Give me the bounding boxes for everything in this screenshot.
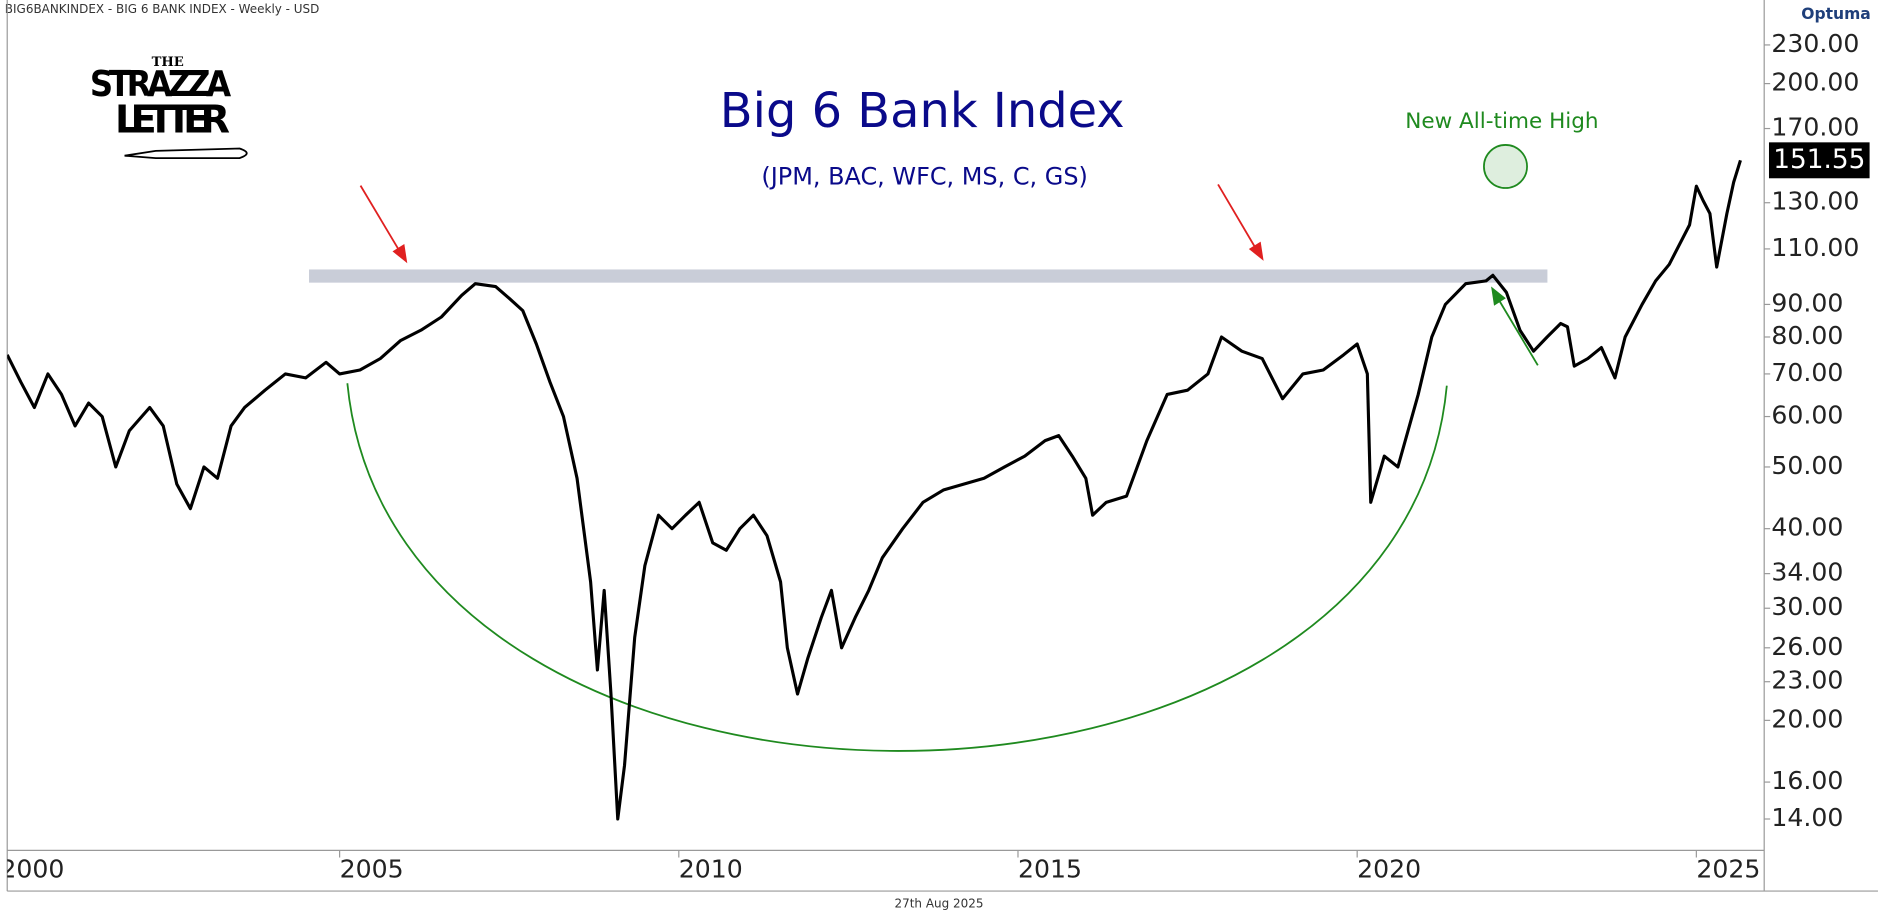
y-tick-label: 34.00	[1771, 558, 1843, 587]
x-tick-label: 2025	[1696, 855, 1760, 884]
x-tick-label: 2015	[1018, 855, 1082, 884]
x-tick-label: 2005	[340, 855, 404, 884]
last-value-label: 151.55	[1773, 145, 1865, 175]
y-tick-label: 23.00	[1771, 666, 1843, 695]
x-tick-label: 2020	[1357, 855, 1421, 884]
brand: Optuma	[1801, 5, 1871, 23]
header: BIG6BANKINDEX - BIG 6 BANK INDEX - Weekl…	[5, 2, 320, 16]
last-value-box	[1768, 142, 1870, 179]
footer-date: 27th Aug 2025	[895, 897, 984, 911]
y-tick-label: 90.00	[1771, 288, 1843, 317]
red-arrows	[359, 183, 1264, 264]
ath-circle	[1483, 144, 1528, 189]
y-tick-label: 130.00	[1771, 187, 1859, 216]
chart-title: Big 6 Bank Index	[720, 84, 1125, 139]
y-tick-label: 50.00	[1771, 451, 1843, 480]
logo: THE STRAZZA LETTER	[90, 55, 248, 159]
y-tick-label: 60.00	[1771, 401, 1843, 430]
green-arrow	[1491, 286, 1539, 366]
logo-middle: STRAZZA	[90, 64, 231, 105]
y-tick-label: 30.00	[1771, 592, 1843, 621]
y-tick-label: 80.00	[1771, 321, 1843, 350]
annotation: New All-time High	[1405, 109, 1598, 134]
y-tick-label: 40.00	[1771, 513, 1843, 542]
chart-subtitle: (JPM, BAC, WFC, MS, C, GS)	[761, 162, 1087, 190]
y-tick-label: 16.00	[1771, 766, 1843, 795]
y-tick-label: 200.00	[1771, 68, 1859, 97]
resistance-band	[309, 269, 1548, 283]
y-tick-label: 230.00	[1771, 29, 1859, 58]
y-tick-label: 26.00	[1771, 632, 1843, 661]
y-tick-label: 70.00	[1771, 358, 1843, 387]
y-tick-label: 170.00	[1771, 113, 1859, 142]
y-tick-label: 20.00	[1771, 704, 1843, 733]
logo-pen	[124, 147, 248, 159]
x-tick-label: 2000	[0, 855, 64, 884]
y-tick-label: 110.00	[1771, 233, 1859, 262]
base-arc	[346, 383, 1448, 752]
y-tick-label: 14.00	[1771, 803, 1843, 832]
plot-area: 2000 2005 2010 2015 2020 2025	[0, 159, 1760, 884]
logo-bottom: LETTER	[115, 98, 230, 143]
price-line	[7, 159, 1742, 821]
logo-top: THE	[152, 55, 184, 70]
x-tick-label: 2010	[679, 855, 743, 884]
